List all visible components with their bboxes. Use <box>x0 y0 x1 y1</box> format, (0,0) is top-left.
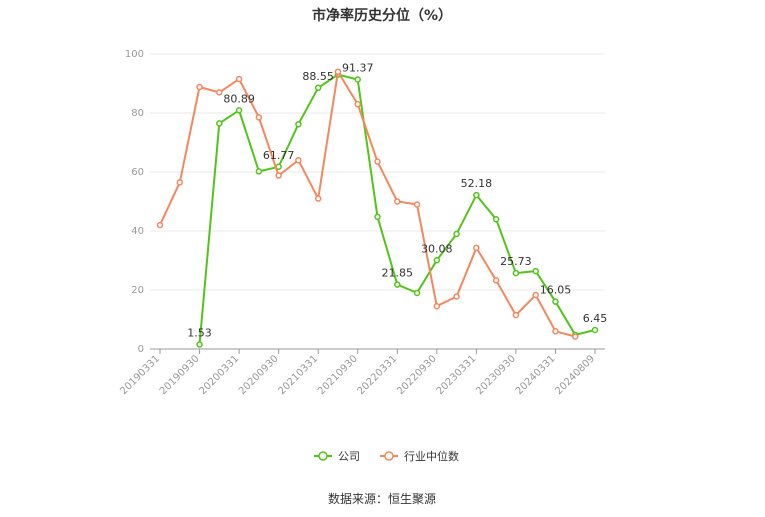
data-point[interactable] <box>216 120 223 127</box>
legend-label: 行业中位数 <box>404 449 459 463</box>
x-tick-label: 20200930 <box>237 353 281 397</box>
data-label: 30.08 <box>421 242 453 255</box>
data-point[interactable] <box>354 76 361 83</box>
series-line-1 <box>159 68 576 338</box>
data-point[interactable] <box>196 83 203 91</box>
data-point[interactable] <box>532 291 539 299</box>
data-point[interactable] <box>374 213 381 221</box>
y-tick-label: 40 <box>131 226 144 237</box>
y-tick-label: 100 <box>125 49 144 60</box>
x-tick-label: 20240809 <box>553 353 597 397</box>
data-point[interactable] <box>235 75 243 83</box>
y-tick-label: 20 <box>131 285 144 296</box>
data-point[interactable] <box>334 68 342 75</box>
data-point[interactable] <box>413 201 421 208</box>
data-point[interactable] <box>473 244 480 252</box>
data-point[interactable] <box>552 298 559 305</box>
legend-item-0[interactable]: 公司 <box>314 450 360 463</box>
data-point[interactable] <box>453 293 460 300</box>
legend-item-1[interactable]: 行业中位数 <box>380 449 459 463</box>
y-axis: 0 20 40 60 80 100 <box>125 49 144 355</box>
data-label: 25.73 <box>500 255 532 268</box>
data-label: 88.55 <box>302 70 334 83</box>
data-point[interactable] <box>235 107 243 114</box>
grid <box>150 53 605 350</box>
x-tick-label: 20200331 <box>197 353 241 397</box>
data-point[interactable] <box>394 281 401 288</box>
x-tick-label: 20210930 <box>316 353 360 397</box>
legend-label: 公司 <box>338 450 360 463</box>
data-label: 16.05 <box>540 284 572 297</box>
x-tick-label: 20210331 <box>277 353 321 397</box>
series-layer <box>156 68 599 348</box>
data-point[interactable] <box>196 341 203 348</box>
data-point[interactable] <box>413 289 421 297</box>
data-point[interactable] <box>255 168 263 175</box>
data-point[interactable] <box>295 156 302 164</box>
data-label: 6.45 <box>583 312 608 325</box>
data-point[interactable] <box>591 326 599 334</box>
data-point[interactable] <box>216 89 223 96</box>
data-point[interactable] <box>453 230 460 238</box>
legend[interactable]: 公司 行业中位数 <box>314 449 459 463</box>
data-label: 1.53 <box>187 326 212 339</box>
data-labels: 1.53 80.89 61.77 88.55 91.37 21.85 30.08 52.18 2… <box>187 61 607 339</box>
x-tick-label: 20230930 <box>474 353 518 397</box>
data-point[interactable] <box>394 198 401 205</box>
data-point[interactable] <box>275 172 282 179</box>
data-point[interactable] <box>512 269 520 277</box>
x-tick-label: 20190930 <box>158 353 202 397</box>
data-point[interactable] <box>571 333 579 340</box>
data-point[interactable] <box>295 120 302 128</box>
data-point[interactable] <box>492 215 500 223</box>
data-point[interactable] <box>473 191 480 199</box>
x-tick-label: 20240331 <box>514 353 558 397</box>
x-tick-label: 20190331 <box>118 353 162 397</box>
data-point[interactable] <box>552 328 559 335</box>
data-point[interactable] <box>156 221 164 229</box>
data-label: 80.89 <box>223 92 255 105</box>
x-axis: 2019033120190930202003312020093020210331… <box>118 349 597 397</box>
x-tick-label: 20230331 <box>435 353 479 397</box>
data-point[interactable] <box>433 257 441 264</box>
x-tick-label: 20220930 <box>395 353 439 397</box>
y-tick-label: 60 <box>131 167 144 178</box>
data-label: 91.37 <box>342 61 374 74</box>
data-point[interactable] <box>374 158 381 165</box>
data-point[interactable] <box>532 267 539 275</box>
data-point[interactable] <box>255 114 263 121</box>
data-point[interactable] <box>492 277 500 284</box>
data-point[interactable] <box>176 179 184 186</box>
data-point[interactable] <box>512 311 520 319</box>
legend-marker <box>384 451 394 461</box>
data-label: 61.77 <box>263 149 295 162</box>
x-tick-label: 20220331 <box>356 353 400 397</box>
y-tick-label: 80 <box>131 108 144 119</box>
data-point[interactable] <box>314 195 322 202</box>
data-point[interactable] <box>314 84 322 92</box>
y-tick-label: 0 <box>138 344 144 355</box>
chart-title: 市净率历史分位（%） <box>312 7 452 24</box>
source-note: 数据来源：恒生聚源 <box>328 491 436 506</box>
data-label: 52.18 <box>461 177 493 190</box>
data-point[interactable] <box>354 100 361 108</box>
legend-marker <box>318 451 328 461</box>
data-point[interactable] <box>433 302 441 310</box>
data-label: 21.85 <box>382 267 414 280</box>
